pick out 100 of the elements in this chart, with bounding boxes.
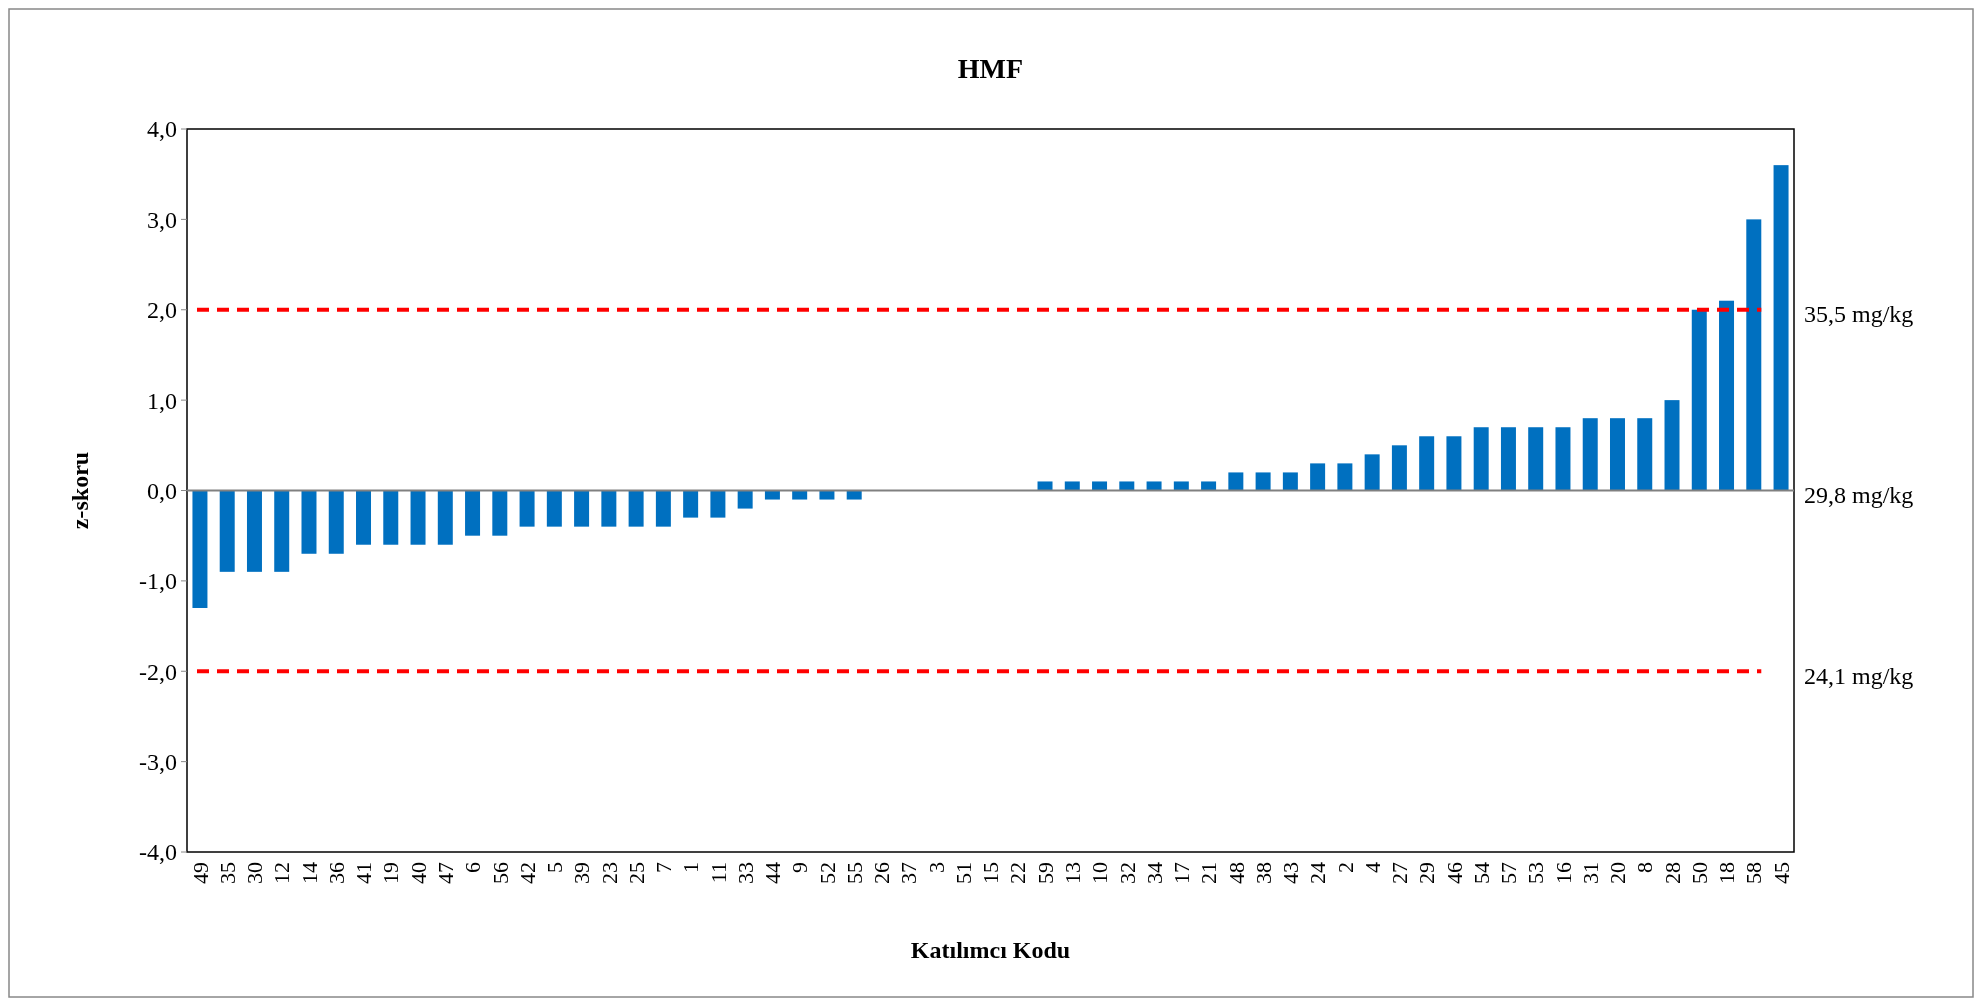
bar [1119,481,1135,491]
x-tick-label: 24 [1305,862,1331,884]
x-tick-label: 12 [269,862,295,884]
bar [1473,427,1489,491]
bar [1064,481,1080,491]
bar [1582,418,1598,491]
bar [574,490,590,527]
bar [1609,418,1625,491]
x-tick-label: 6 [460,862,486,873]
x-tick-label: 39 [569,862,595,884]
bar [1037,481,1053,491]
x-tick-label: 58 [1741,862,1767,884]
x-axis-title: Katılımcı Kodu [910,937,1071,963]
bar [1364,454,1380,491]
x-tick-label: 37 [896,862,922,884]
x-tick-label: 42 [514,862,540,884]
bar [1500,427,1516,491]
bar [546,490,562,527]
x-tick-label: 33 [732,862,758,884]
x-tick-label: 17 [1169,862,1195,884]
x-tick-label: 36 [323,862,349,884]
x-tick-label: 22 [1005,862,1031,884]
y-tick-label: -3,0 [139,749,177,776]
x-tick-label: 29 [1414,862,1440,884]
bar [328,490,344,554]
bar [437,490,453,545]
x-tick-label: 34 [1141,862,1167,884]
bar [1719,300,1735,491]
x-tick-label: 3 [923,862,949,873]
bar [1419,436,1435,491]
x-tick-label: 25 [623,862,649,884]
bar [1391,445,1407,491]
x-tick-label: 52 [814,862,840,884]
x-tick-label: 9 [787,862,813,873]
x-tick-label: 10 [1087,862,1113,884]
x-tick-label: 54 [1468,862,1494,884]
bar [1746,219,1762,491]
x-tick-label: 21 [1196,862,1222,884]
x-tick-label: 13 [1059,862,1085,884]
x-tick-label: 43 [1278,862,1304,884]
bar [1228,472,1244,491]
bar [1092,481,1108,491]
bar [1146,481,1162,491]
x-tick-label: 56 [487,862,513,884]
bar [628,490,644,527]
x-tick-label: 44 [760,862,786,884]
bar [1664,400,1680,491]
bar [356,490,372,545]
x-tick-label: 48 [1223,862,1249,884]
x-tick-label: 7 [651,862,677,873]
x-tick-label: 15 [978,862,1004,884]
x-tick-label: 32 [1114,862,1140,884]
x-tick-label: 11 [705,862,731,884]
bar [410,490,426,545]
y-tick-label: 1,0 [147,387,177,414]
x-tick-label: 27 [1387,862,1413,884]
x-tick-label: 28 [1659,862,1685,884]
x-tick-label: 4 [1359,862,1385,873]
y-tick-label: -2,0 [139,658,177,685]
bar [219,490,235,572]
bar [492,490,508,536]
bar [1201,481,1217,491]
x-tick-label: 51 [950,862,976,884]
x-tick-label: 53 [1523,862,1549,884]
y-tick-label: 0,0 [147,477,177,504]
bar [601,490,617,527]
ref-line-label: 24,1 mg/kg [1804,662,1914,689]
bar [1773,165,1789,491]
bar [274,490,290,572]
x-tick-label: 46 [1441,862,1467,884]
bar [655,490,671,527]
bar [246,490,262,572]
bar [1555,427,1571,491]
x-tick-label: 49 [187,862,213,884]
x-tick-label: 26 [869,862,895,884]
x-tick-label: 2 [1332,862,1358,873]
bar [1446,436,1462,491]
x-tick-label: 55 [841,862,867,884]
x-tick-label: 50 [1686,862,1712,884]
bar [192,490,208,608]
bar [1310,463,1326,491]
x-tick-label: 47 [432,862,458,884]
bar [1637,418,1653,491]
bar [683,490,699,518]
x-tick-label: 23 [596,862,622,884]
y-axis-title: z-skoru [67,451,93,530]
x-tick-label: 18 [1714,862,1740,884]
x-tick-label: 59 [1032,862,1058,884]
x-tick-label: 31 [1577,862,1603,884]
y-tick-label: 2,0 [147,297,177,324]
x-tick-label: 1 [678,862,704,873]
bar [383,490,399,545]
ref-line-label: 35,5 mg/kg [1804,301,1914,328]
y-tick-label: -1,0 [139,568,177,595]
ref-line-label: 29,8 mg/kg [1804,481,1914,508]
x-tick-label: 35 [214,862,240,884]
x-tick-label: 45 [1768,862,1794,884]
bar [1528,427,1544,491]
x-tick-label: 20 [1605,862,1631,884]
x-tick-label: 19 [378,862,404,884]
